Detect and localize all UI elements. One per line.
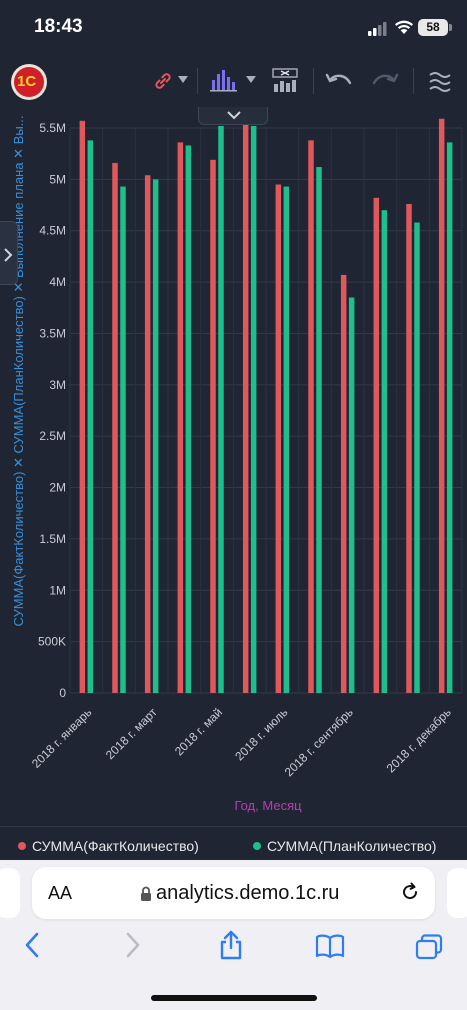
bar-fact-11[interactable] — [406, 204, 412, 693]
bar-fact-3[interactable] — [144, 175, 151, 694]
bar-plan-10[interactable] — [381, 210, 388, 693]
bar-plan-1[interactable] — [87, 140, 94, 693]
y-tick-label: 1M — [49, 583, 66, 597]
y-tick-label: 5M — [49, 172, 66, 186]
bar-fact-6[interactable] — [242, 119, 249, 694]
y-tick-label: 3M — [49, 378, 66, 392]
x-tick-label: 2018 г. декабрь — [384, 705, 454, 775]
bar-plan-8[interactable] — [316, 167, 322, 693]
legend-item-plan[interactable]: СУММА(ПланКоличество) — [253, 838, 436, 854]
y-tick-label: 2.5M — [39, 429, 66, 443]
browser-chrome: AA analytics.demo.1c.ru — [0, 860, 467, 1010]
wifi-icon — [395, 20, 413, 34]
expand-side-panel-handle[interactable] — [0, 221, 18, 285]
legend-dot-plan — [253, 842, 261, 850]
address-bar[interactable]: AA analytics.demo.1c.ru — [32, 867, 435, 919]
chart-legend: СУММА(ФактКоличество) СУММА(ПланКоличест… — [0, 826, 467, 860]
chevron-right-icon — [4, 248, 13, 262]
x-tick-label: 2018 г. июль — [232, 705, 290, 763]
reload-icon[interactable] — [399, 881, 421, 903]
bar-plan-12[interactable] — [446, 142, 453, 693]
bar-fact-4[interactable] — [177, 142, 184, 693]
link-dropdown-chevron-icon[interactable] — [178, 76, 188, 84]
y-axis-label: СУММА(ФактКоличество) ✕ СУММА(ПланКоличе… — [11, 115, 26, 626]
battery-icon: 58 — [418, 19, 448, 36]
redo-icon[interactable] — [371, 71, 399, 91]
link-icon[interactable] — [152, 71, 174, 91]
chart-area: 0 500K 1M 1.5M 2M 2.5M 3M 3.5M 4M 4.5M 5M 5.5M 2018… — [0, 107, 467, 826]
bookmarks-icon[interactable] — [315, 934, 345, 958]
y-tick-label: 0 — [59, 686, 66, 700]
y-tick-label: 3.5M — [39, 326, 66, 340]
share-icon[interactable] — [218, 930, 244, 960]
bar-fact-1[interactable] — [79, 120, 86, 694]
bar-fact-8[interactable] — [308, 140, 314, 693]
bar-plan-2[interactable] — [120, 186, 126, 693]
bar-chart: 0 500K 1M 1.5M 2M 2.5M 3M 3.5M 4M 4.5M 5M 5.5M 2018… — [11, 115, 463, 813]
x-tick-label: 2018 г. январь — [29, 705, 94, 770]
y-tick-label: 4.5M — [39, 224, 66, 238]
x-tick-label: 2018 г. май — [172, 705, 225, 758]
y-tick-label: 4M — [49, 275, 66, 289]
bar-fact-12[interactable] — [438, 118, 445, 694]
url-text: analytics.demo.1c.ru — [156, 882, 340, 904]
legend-item-fact[interactable]: СУММА(ФактКоличество) — [18, 838, 199, 854]
bar-plan-11[interactable] — [414, 222, 420, 693]
status-bar: 18:43 58 — [0, 0, 467, 56]
legend-dot-fact — [18, 842, 26, 850]
bar-fact-10[interactable] — [373, 197, 380, 693]
x-tick-label: 2018 г. март — [103, 705, 160, 762]
bar-fact-5[interactable] — [210, 159, 216, 693]
bar-fact-9[interactable] — [340, 274, 347, 693]
lock-icon — [141, 886, 151, 901]
bar-plan-3[interactable] — [152, 179, 159, 693]
x-axis-label: Год, Месяц — [234, 798, 302, 813]
bar-plan-6[interactable] — [250, 125, 257, 694]
next-tab-peek[interactable] — [447, 868, 467, 918]
app-toolbar: 1С — [0, 56, 467, 107]
chevron-down-icon — [227, 111, 241, 120]
text-size-button[interactable]: AA — [48, 883, 73, 903]
status-time: 18:43 — [34, 16, 83, 37]
tabs-icon[interactable] — [415, 934, 443, 960]
bar-chart-icon[interactable] — [210, 68, 238, 92]
bar-fact-2[interactable] — [112, 162, 118, 694]
chart-type-dropdown-chevron-icon[interactable] — [246, 76, 256, 84]
y-tick-label: 1.5M — [39, 532, 66, 546]
bar-plan-9[interactable] — [348, 297, 355, 694]
home-indicator — [151, 995, 317, 1001]
previous-tab-peek[interactable] — [0, 868, 20, 918]
forward-icon[interactable] — [125, 932, 141, 958]
back-icon[interactable] — [24, 932, 40, 958]
layers-icon[interactable] — [428, 70, 452, 94]
x-tick-label: 2018 г. сентябрь — [282, 705, 356, 779]
bar-plan-5[interactable] — [218, 125, 224, 694]
y-tick-label: 5.5M — [39, 121, 66, 135]
y-tick-label: 2M — [49, 481, 66, 495]
undo-icon[interactable] — [325, 71, 353, 91]
bar-plan-4[interactable] — [185, 145, 192, 694]
bar-plan-7[interactable] — [283, 186, 290, 693]
cellular-signal-icon — [368, 22, 387, 36]
collapse-toolbar-handle[interactable] — [198, 107, 268, 125]
y-tick-label: 500K — [38, 635, 66, 649]
1c-logo[interactable]: 1С — [11, 64, 47, 100]
grid-toggle-icon[interactable] — [272, 68, 298, 94]
bar-fact-7[interactable] — [275, 184, 282, 694]
